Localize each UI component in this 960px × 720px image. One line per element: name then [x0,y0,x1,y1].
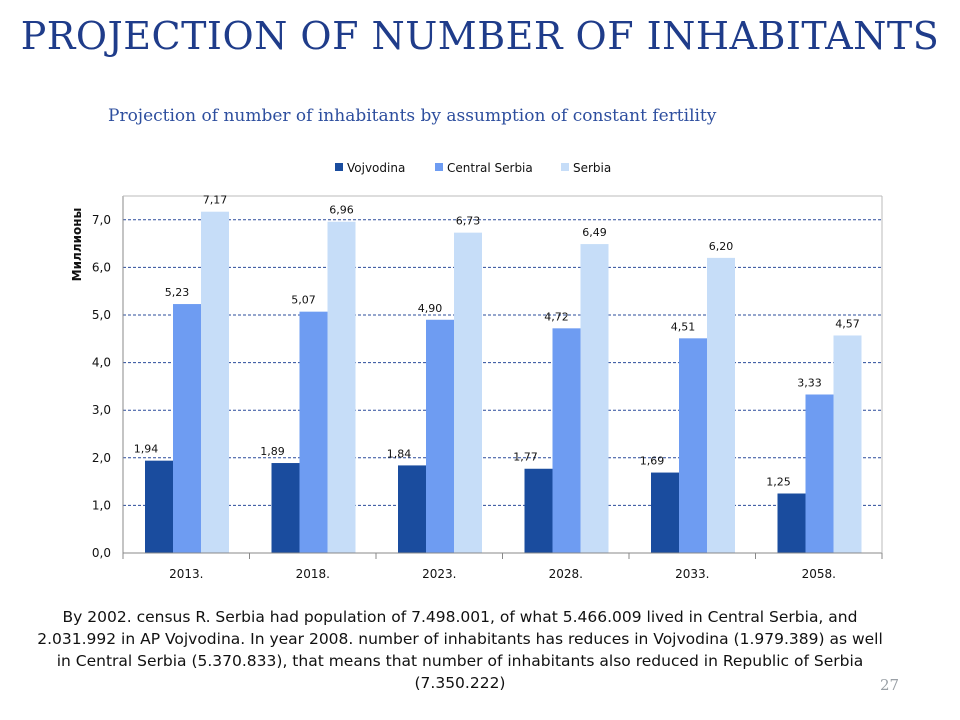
bar [173,304,201,553]
data-label: 3,33 [797,376,822,389]
data-label: 6,96 [329,204,354,217]
gridlines [123,219,882,506]
y-tick-label: 3,0 [92,403,111,417]
y-tick-label: 6,0 [92,260,111,274]
data-label: 5,23 [165,286,190,299]
bar-chart: Vojvodina Central Serbia Serbia 0,0 1,0 2,0 3… [70,161,883,581]
data-label: 6,20 [709,240,734,253]
bar [299,311,328,553]
data-label: 7,17 [203,194,228,207]
legend-label: Serbia [573,161,611,175]
y-tick-label: 7,0 [92,213,111,227]
axes: 0,0 1,0 2,0 3,0 4,0 5,0 6,0 7,0 Миллионы 2013. 201… [70,195,883,581]
slide-title: PROJECTION OF NUMBER OF INHABITANTS [20,14,940,58]
footnote-text: By 2002. census R. Serbia had population… [37,608,883,692]
data-label: 1,69 [640,455,665,468]
data-label: 4,51 [671,320,696,333]
y-axis-title: Миллионы [70,208,84,282]
data-label: 1,94 [134,443,159,456]
y-tick-label: 0,0 [92,546,111,560]
bar [777,493,806,553]
x-tick-label: 2023. [422,567,456,581]
bar [580,244,609,554]
x-tick-label: 2018. [296,567,330,581]
data-label: 6,49 [582,226,607,239]
x-tick-label: 2013. [169,567,203,581]
data-label: 6,73 [456,215,481,228]
data-label: 4,72 [544,310,569,323]
chart-title: Projection of number of inhabitants by a… [108,106,717,126]
bars [145,211,862,554]
bar [398,465,426,553]
data-label: 4,57 [835,317,860,330]
chart-legend: Vojvodina Central Serbia Serbia [335,161,611,175]
data-label: 1,84 [387,447,412,460]
bar [679,338,707,553]
y-tick-label: 5,0 [92,308,111,322]
y-tick-label: 1,0 [92,498,111,512]
data-labels: 1,94 1,89 1,84 1,77 1,69 1,25 5,23 5,07 4,90 4,72… [134,194,860,489]
data-label: 1,89 [260,445,285,458]
page-number: 27 [880,676,900,694]
bar [707,257,735,553]
legend-swatch [435,163,443,171]
data-label: 1,25 [766,476,791,489]
data-label: 4,90 [418,302,443,315]
bar [145,460,173,553]
legend-swatch [561,163,569,171]
bar [327,221,356,554]
x-tick-label: 2028. [549,567,583,581]
bar [426,319,454,553]
x-tick-label: 2033. [675,567,709,581]
bar [271,463,300,553]
legend-label: Central Serbia [447,161,533,175]
x-tick-label: 2058. [802,567,836,581]
y-tick-label: 2,0 [92,451,111,465]
bar [651,472,679,553]
data-label: 5,07 [291,294,316,307]
legend-swatch [335,163,343,171]
bar [833,335,862,553]
bar [201,211,229,553]
y-tick-label: 4,0 [92,356,111,370]
legend-label: Vojvodina [347,161,405,175]
data-label: 1,77 [513,451,538,464]
bar [524,468,553,553]
bar [805,394,834,553]
bar [454,232,482,554]
bar [552,328,581,553]
